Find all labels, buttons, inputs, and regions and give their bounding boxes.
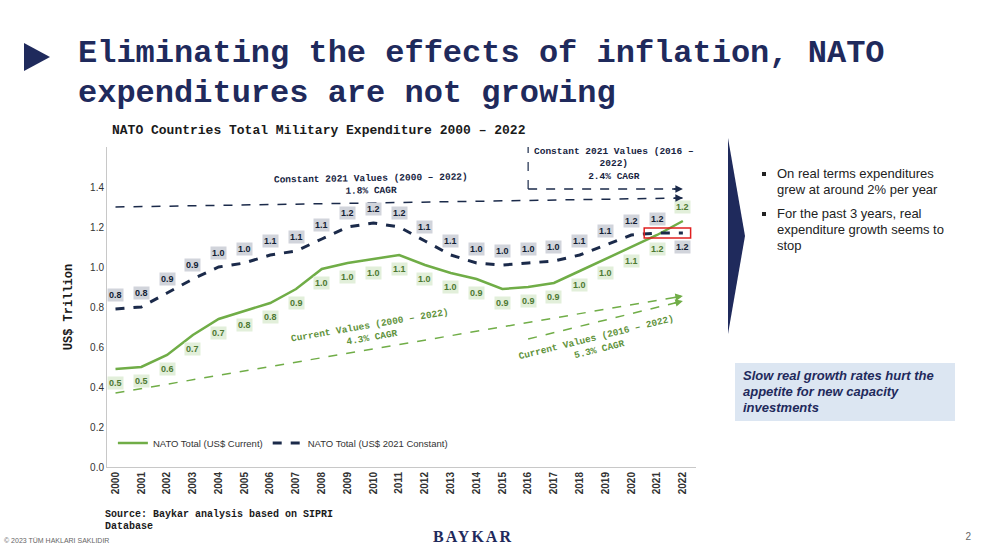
svg-text:2001: 2001 <box>136 472 147 495</box>
svg-text:1.0: 1.0 <box>599 268 612 278</box>
svg-text:0.7: 0.7 <box>212 328 225 338</box>
svg-text:1.1: 1.1 <box>418 222 431 232</box>
svg-text:2004: 2004 <box>213 472 224 495</box>
svg-text:0.8: 0.8 <box>264 312 277 322</box>
svg-text:1.2: 1.2 <box>341 208 354 218</box>
svg-text:NATO Total (US$ 2021 Constant): NATO Total (US$ 2021 Constant) <box>308 438 448 449</box>
svg-text:2020: 2020 <box>626 472 637 495</box>
svg-text:1.1: 1.1 <box>315 220 328 230</box>
svg-text:1.0: 1.0 <box>212 248 225 258</box>
svg-text:2021: 2021 <box>651 472 662 495</box>
svg-text:1.4: 1.4 <box>90 182 104 193</box>
html-text:BAYKAR: BAYKAR <box>433 528 513 545</box>
svg-text:Constant 2021 Values (2016 –20: Constant 2021 Values (2016 –2022)2.4% CA… <box>534 146 694 182</box>
svg-text:1.0: 1.0 <box>90 262 104 273</box>
svg-text:2008: 2008 <box>316 472 327 495</box>
svg-text:2016: 2016 <box>522 472 533 495</box>
svg-text:0.0: 0.0 <box>90 462 104 473</box>
svg-text:2006: 2006 <box>264 472 275 495</box>
svg-text:1.0: 1.0 <box>341 272 354 282</box>
svg-text:1.0: 1.0 <box>522 244 535 254</box>
svg-text:2011: 2011 <box>393 472 404 494</box>
svg-text:2012: 2012 <box>419 472 430 495</box>
html-text:On real terms expenditures gre: On real terms expenditures grew at aroun… <box>777 166 938 197</box>
svg-text:1.0: 1.0 <box>470 244 483 254</box>
svg-text:0.2: 0.2 <box>90 422 104 433</box>
svg-text:1.0: 1.0 <box>367 268 380 278</box>
svg-text:0.8: 0.8 <box>109 290 122 300</box>
svg-text:1.0: 1.0 <box>547 242 560 252</box>
svg-text:0.5: 0.5 <box>135 376 148 386</box>
svg-text:1.2: 1.2 <box>651 214 664 224</box>
svg-text:1.1: 1.1 <box>290 232 303 242</box>
svg-text:2005: 2005 <box>239 472 250 495</box>
svg-text:0.6: 0.6 <box>90 342 104 353</box>
svg-text:1.2: 1.2 <box>367 204 380 214</box>
svg-text:1.0: 1.0 <box>238 244 251 254</box>
svg-text:1.1: 1.1 <box>393 264 406 274</box>
svg-text:0.9: 0.9 <box>186 260 199 270</box>
svg-text:1.0: 1.0 <box>444 282 457 292</box>
html-text:2: 2 <box>965 531 971 542</box>
svg-text:2010: 2010 <box>368 472 379 495</box>
svg-text:1.2: 1.2 <box>393 208 406 218</box>
html-text:Source: Baykar analysis based: Source: Baykar analysis based on SIPRI D… <box>105 509 333 532</box>
svg-text:1.2: 1.2 <box>625 216 638 226</box>
svg-text:Constant 2021 Values (2000 – 2: Constant 2021 Values (2000 – 2022)1.8% C… <box>274 171 468 197</box>
svg-text:1.1: 1.1 <box>444 236 457 246</box>
svg-text:1.1: 1.1 <box>264 236 277 246</box>
svg-text:2003: 2003 <box>187 472 198 495</box>
svg-text:0.8: 0.8 <box>238 320 251 330</box>
html-text:Slow real growth rates hurt th: Slow real growth rates hurt the appetite… <box>743 368 934 415</box>
svg-text:2022: 2022 <box>677 472 688 495</box>
svg-text:1.0: 1.0 <box>573 280 586 290</box>
svg-text:2013: 2013 <box>445 472 456 495</box>
svg-text:0.9: 0.9 <box>290 298 303 308</box>
svg-text:Current Values (2016 – 2022)5.: Current Values (2016 – 2022)5.3% CAGR <box>517 313 678 374</box>
svg-text:1.0: 1.0 <box>418 274 431 284</box>
svg-text:0.5: 0.5 <box>109 378 122 388</box>
svg-text:1.1: 1.1 <box>599 226 612 236</box>
svg-text:2009: 2009 <box>342 472 353 495</box>
svg-text:0.9: 0.9 <box>547 292 560 302</box>
svg-text:1.0: 1.0 <box>315 278 328 288</box>
svg-text:2015: 2015 <box>497 472 508 495</box>
html-text:Eliminating the effects of inf: Eliminating the effects of inflation, NA… <box>78 35 885 112</box>
svg-text:US$ Trillion: US$ Trillion <box>62 264 76 350</box>
svg-text:2000: 2000 <box>110 472 121 495</box>
svg-text:2007: 2007 <box>290 472 301 495</box>
svg-text:2017: 2017 <box>548 472 559 495</box>
svg-text:0.9: 0.9 <box>161 274 174 284</box>
html-text:NATO Countries Total Military: NATO Countries Total Military Expenditur… <box>112 123 526 138</box>
svg-text:0.7: 0.7 <box>186 344 199 354</box>
svg-text:2014: 2014 <box>471 472 482 495</box>
svg-text:2018: 2018 <box>574 472 585 495</box>
svg-text:1.1: 1.1 <box>573 236 586 246</box>
svg-text:0.8: 0.8 <box>135 288 148 298</box>
svg-text:0.9: 0.9 <box>522 296 535 306</box>
svg-text:Current Values (2000 – 2022)4.: Current Values (2000 – 2022)4.3% CAGR <box>290 307 451 357</box>
svg-text:1.1: 1.1 <box>625 256 638 266</box>
svg-text:1.2: 1.2 <box>651 244 664 254</box>
svg-text:2002: 2002 <box>161 472 172 495</box>
svg-text:1.0: 1.0 <box>496 246 509 256</box>
svg-text:0.8: 0.8 <box>90 302 104 313</box>
svg-text:0.9: 0.9 <box>496 298 509 308</box>
html-text:© 2023 TÜM HAKLARI SAKLIDIR: © 2023 TÜM HAKLARI SAKLIDIR <box>4 537 110 544</box>
svg-text:2019: 2019 <box>600 472 611 495</box>
svg-text:0.4: 0.4 <box>90 382 104 393</box>
svg-text:1.2: 1.2 <box>90 222 104 233</box>
html-text:For the past 3 years, real exp: For the past 3 years, real expenditure g… <box>777 206 944 253</box>
svg-text:0.6: 0.6 <box>161 364 174 374</box>
svg-text:0.9: 0.9 <box>470 288 483 298</box>
svg-text:1.2: 1.2 <box>676 242 689 252</box>
svg-text:1.2: 1.2 <box>676 202 689 212</box>
svg-text:NATO Total (US$ Current): NATO Total (US$ Current) <box>153 438 263 449</box>
